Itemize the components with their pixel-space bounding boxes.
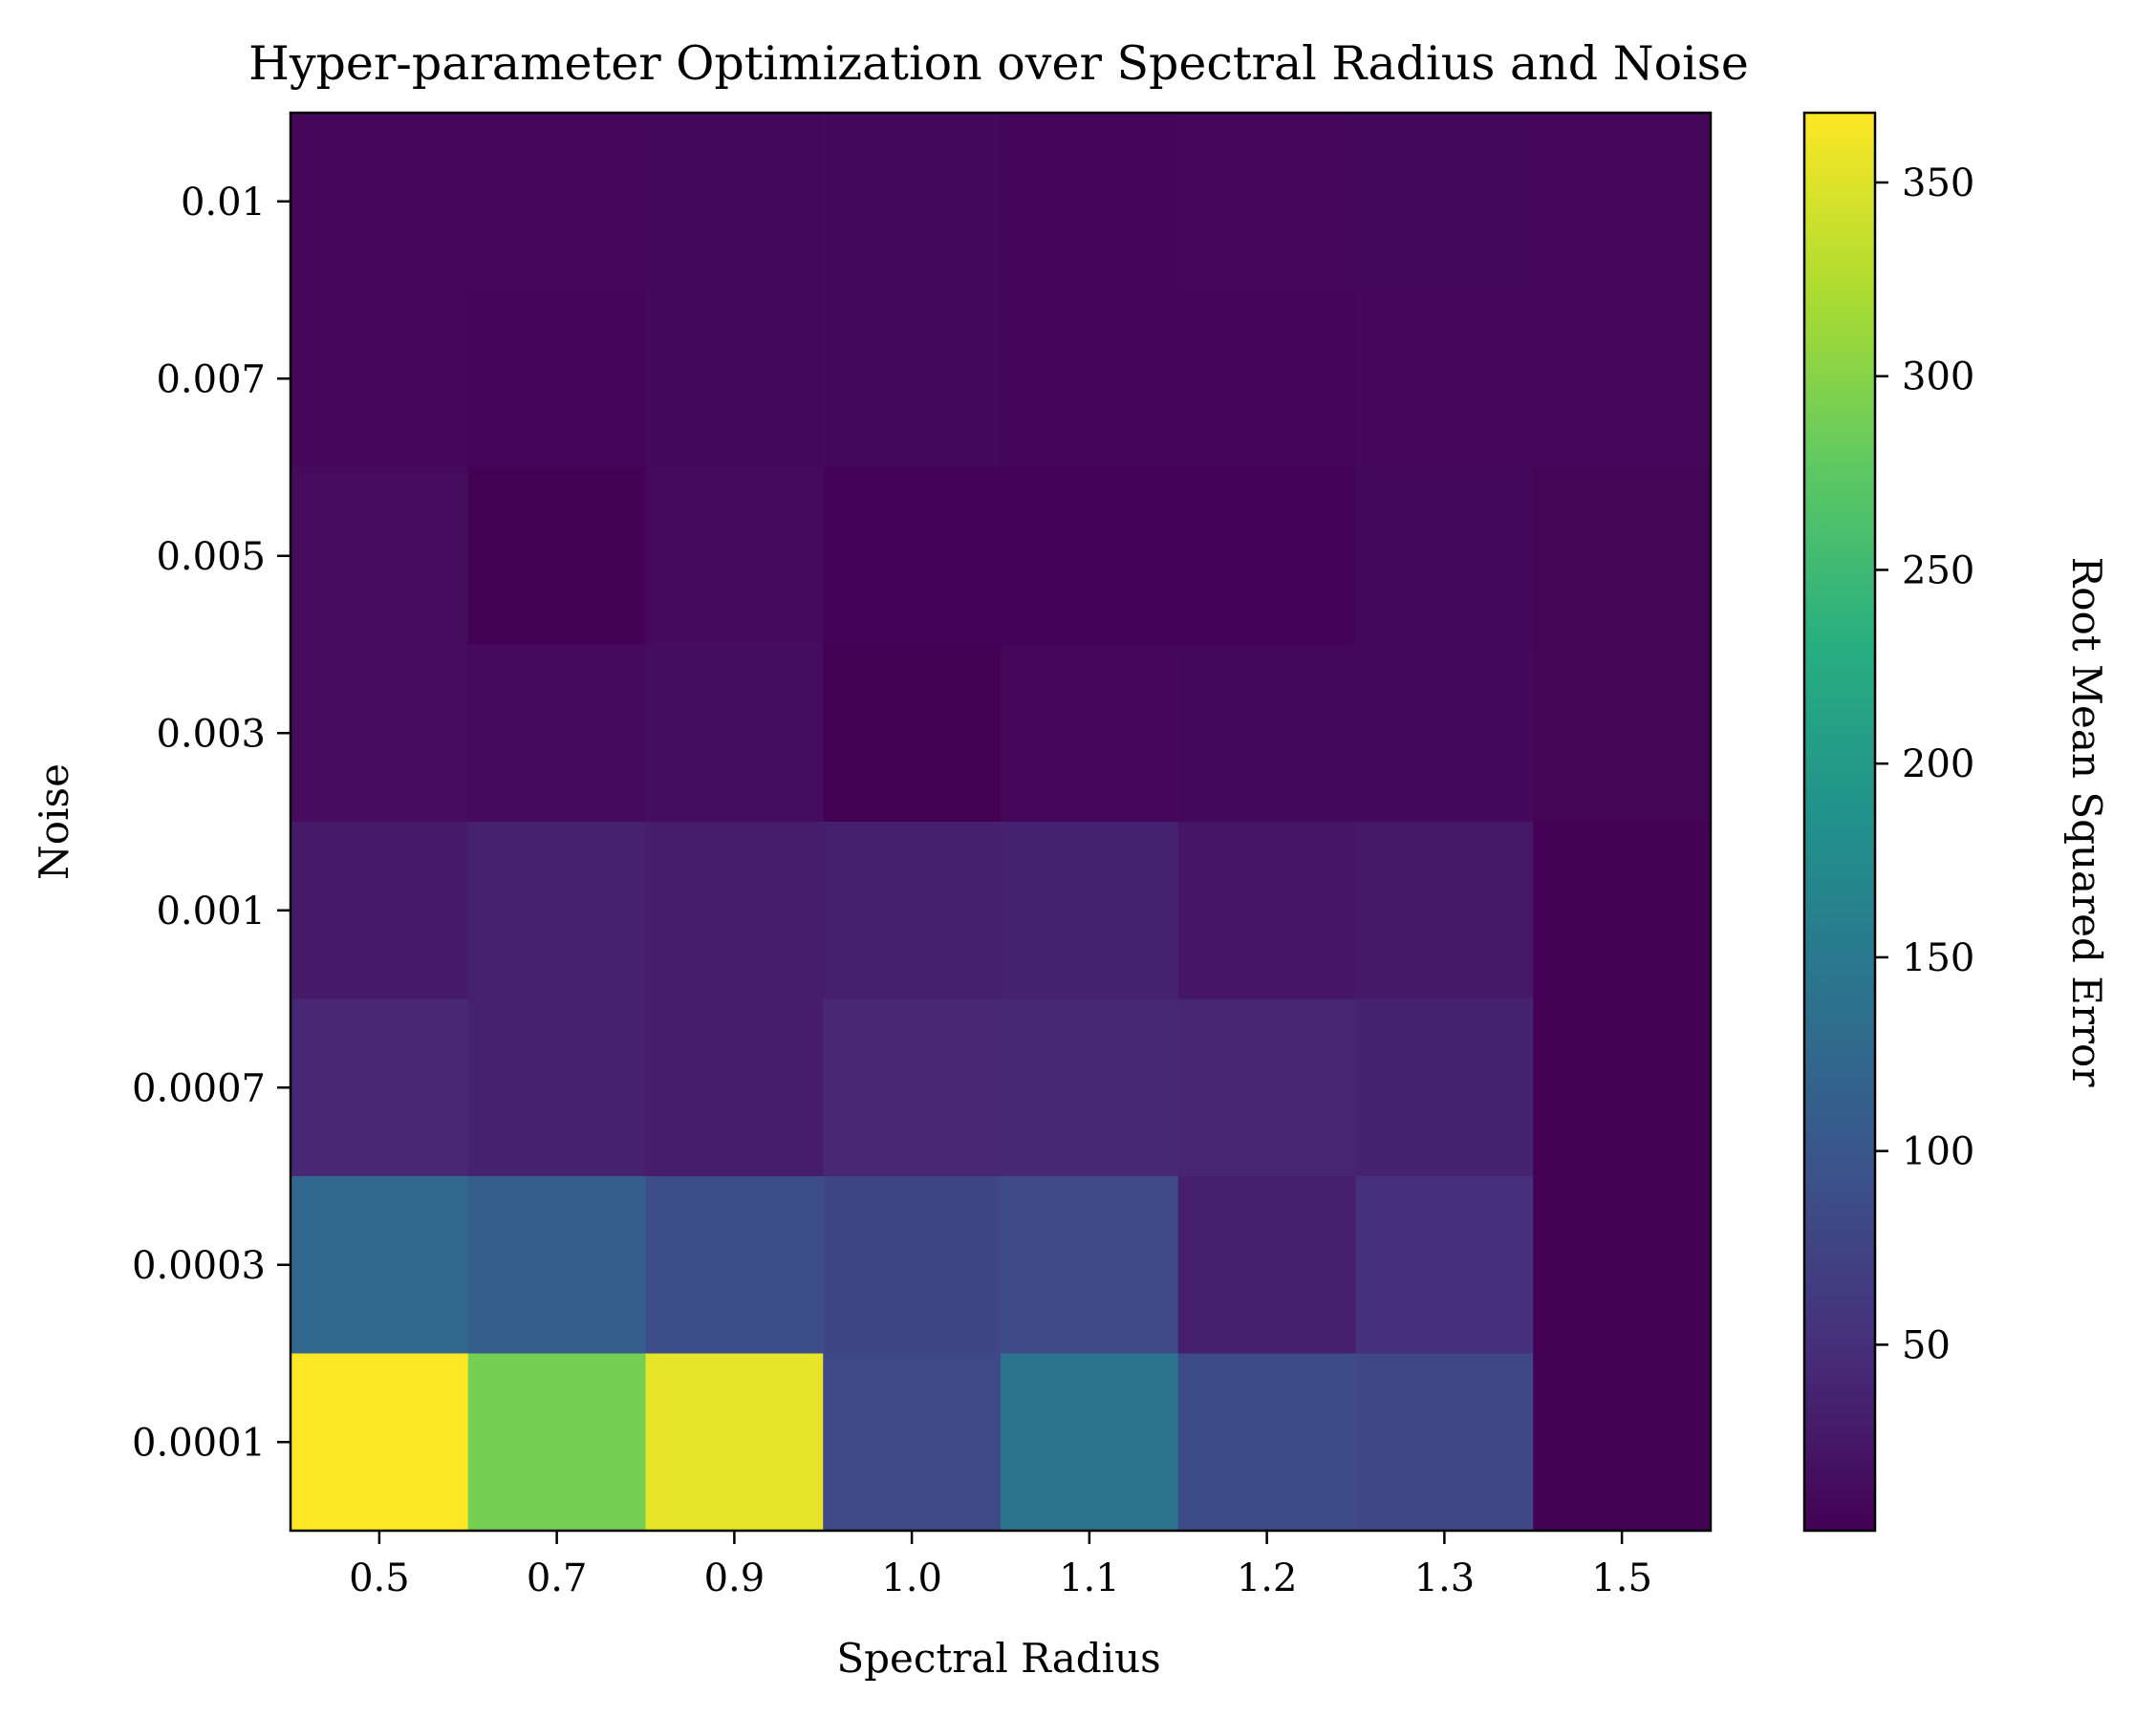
heatmap-cell: [823, 113, 1002, 291]
heatmap-cell: [1001, 998, 1179, 1177]
heatmap-cell: [645, 822, 824, 1000]
heatmap-cell: [1001, 644, 1179, 823]
heatmap-cell: [823, 290, 1002, 468]
heatmap-cell: [467, 998, 647, 1177]
heatmap-cell: [823, 1176, 1002, 1355]
heatmap-cell: [645, 1353, 824, 1532]
colorbar-tick-label: 300: [1902, 355, 1974, 399]
heatmap-cell: [645, 113, 824, 291]
colorbar-tick-label: 250: [1902, 548, 1974, 592]
heatmap-cell: [1355, 113, 1534, 291]
heatmap-cell: [1177, 822, 1357, 1000]
heatmap-cell: [1177, 113, 1357, 291]
colorbar-tick-label: 150: [1902, 936, 1974, 980]
heatmap-cell: [291, 467, 469, 646]
heatmap-cell: [1001, 290, 1179, 468]
x-axis-label: Spectral Radius: [836, 1635, 1160, 1682]
heatmap-cell: [823, 822, 1002, 1000]
colorbar-label: Root Mean Squared Error: [2063, 557, 2110, 1088]
heatmap-cell: [467, 113, 647, 291]
colorbar-ticks: 50 100 150 200 250 300 350: [1875, 161, 1974, 1367]
chart-title: Hyper-parameter Optimization over Spectr…: [248, 36, 1749, 91]
heatmap-cell: [1533, 113, 1712, 291]
colorbar-tick-label: 50: [1902, 1323, 1951, 1367]
heatmap-cell: [1355, 1176, 1534, 1355]
heatmap-cell: [1001, 1353, 1179, 1532]
colorbar-tick-label: 350: [1902, 161, 1974, 205]
heatmap-cell: [291, 1176, 469, 1355]
y-tick-label: 0.007: [156, 357, 266, 401]
heatmap-cell: [291, 113, 469, 291]
colorbar-tick-label: 100: [1902, 1130, 1974, 1174]
heatmap-cell: [1533, 1176, 1712, 1355]
heatmap-cell: [1355, 467, 1534, 646]
x-tick-label: 1.2: [1237, 1556, 1298, 1600]
heatmap-cell: [823, 467, 1002, 646]
x-tick-label: 0.5: [349, 1556, 410, 1600]
plot-frame: [289, 111, 1713, 1533]
heatmap-cell: [291, 290, 469, 468]
heatmap-cell: [645, 1176, 824, 1355]
heatmap-cell: [467, 1353, 647, 1532]
heatmap-cell: [823, 644, 1002, 823]
x-tick-label: 1.3: [1414, 1556, 1476, 1600]
heatmap-cell: [467, 467, 647, 646]
heatmap-cell: [291, 1353, 469, 1532]
heatmap-cells: [291, 113, 1712, 1532]
heatmap-cell: [823, 998, 1002, 1177]
heatmap-cell: [1533, 1353, 1712, 1532]
y-tick-label: 0.0007: [132, 1066, 266, 1110]
heatmap-cell: [1355, 290, 1534, 468]
colorbar-tick-label: 200: [1902, 742, 1974, 786]
heatmap-cell: [1533, 467, 1712, 646]
heatmap-cell: [467, 1176, 647, 1355]
heatmap-cell: [1001, 822, 1179, 1000]
heatmap-cell: [1177, 1176, 1357, 1355]
heatmap-cell: [1177, 998, 1357, 1177]
heatmap-cell: [1355, 644, 1534, 823]
heatmap-cell: [645, 290, 824, 468]
heatmap-cell: [1533, 290, 1712, 468]
colorbar: [1802, 111, 1877, 1533]
heatmap-cell: [1533, 822, 1712, 1000]
heatmap-cell: [645, 998, 824, 1177]
y-axis-ticks: 0.01 0.007 0.005 0.003 0.001 0.0007 0.0003 0.00…: [132, 181, 291, 1465]
x-tick-label: 1.0: [881, 1556, 942, 1600]
heatmap-cell: [1001, 113, 1179, 291]
heatmap-cell: [1355, 822, 1534, 1000]
heatmap-cell: [645, 467, 824, 646]
heatmap-cell: [1001, 1176, 1179, 1355]
heatmap-cell: [1177, 290, 1357, 468]
heatmap-cell: [291, 822, 469, 1000]
heatmap-cell: [467, 290, 647, 468]
x-axis-ticks: 0.5 0.7 0.9 1.0 1.1 1.2 1.3 1.5: [349, 1531, 1652, 1600]
heatmap-cell: [645, 644, 824, 823]
heatmap-cell: [1177, 467, 1357, 646]
y-tick-label: 0.005: [156, 535, 266, 579]
y-tick-label: 0.003: [156, 712, 266, 756]
heatmap-cell: [1533, 998, 1712, 1177]
heatmap-cell: [823, 1353, 1002, 1532]
y-tick-label: 0.001: [156, 890, 266, 934]
heatmap-cell: [291, 644, 469, 823]
heatmap-cell: [467, 644, 647, 823]
heatmap-cell: [1177, 644, 1357, 823]
heatmap-cell: [1355, 1353, 1534, 1532]
heatmap-cell: [1355, 998, 1534, 1177]
heatmap-cell: [467, 822, 647, 1000]
y-tick-label: 0.0003: [132, 1244, 266, 1288]
y-tick-label: 0.0001: [132, 1421, 266, 1465]
heatmap-cell: [291, 998, 469, 1177]
y-tick-label: 0.01: [181, 181, 266, 225]
heatmap-cell: [1177, 1353, 1357, 1532]
x-tick-label: 1.5: [1591, 1556, 1652, 1600]
heatmap-cell: [1001, 467, 1179, 646]
x-tick-label: 0.9: [704, 1556, 765, 1600]
x-tick-label: 0.7: [527, 1556, 588, 1600]
heatmap-cell: [1533, 644, 1712, 823]
y-axis-label: Noise: [31, 763, 77, 880]
x-tick-label: 1.1: [1059, 1556, 1120, 1600]
